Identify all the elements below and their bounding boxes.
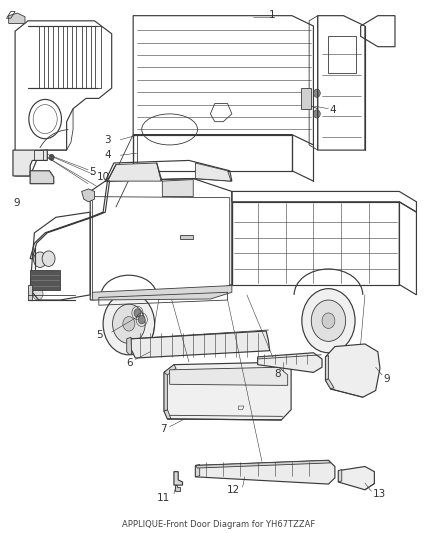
Polygon shape: [170, 367, 288, 385]
Polygon shape: [300, 88, 311, 109]
Polygon shape: [131, 331, 270, 358]
Circle shape: [311, 300, 346, 341]
Polygon shape: [9, 13, 25, 23]
Polygon shape: [338, 470, 342, 482]
Circle shape: [134, 309, 141, 317]
Polygon shape: [162, 180, 193, 197]
Polygon shape: [325, 378, 334, 389]
Circle shape: [42, 251, 55, 266]
Circle shape: [138, 316, 145, 324]
Polygon shape: [195, 461, 335, 484]
Polygon shape: [258, 353, 322, 373]
Circle shape: [49, 154, 54, 160]
Polygon shape: [174, 472, 183, 485]
Text: 9: 9: [383, 374, 389, 384]
Text: 11: 11: [156, 492, 170, 503]
Circle shape: [33, 288, 43, 300]
Circle shape: [314, 89, 320, 98]
Polygon shape: [92, 286, 232, 300]
Circle shape: [302, 289, 355, 353]
Text: 4: 4: [104, 150, 111, 160]
Text: 10: 10: [97, 172, 110, 182]
Text: 13: 13: [373, 489, 386, 499]
Polygon shape: [195, 464, 200, 477]
Polygon shape: [164, 370, 167, 411]
Polygon shape: [195, 461, 331, 468]
Text: 3: 3: [104, 135, 111, 145]
Polygon shape: [13, 150, 47, 176]
Text: 8: 8: [275, 369, 281, 379]
Circle shape: [40, 154, 46, 160]
Text: 7: 7: [160, 424, 166, 434]
Polygon shape: [325, 356, 328, 380]
Text: 9: 9: [13, 198, 20, 208]
Text: 6: 6: [127, 358, 133, 368]
Polygon shape: [180, 235, 193, 239]
Polygon shape: [175, 484, 180, 491]
Polygon shape: [164, 410, 171, 419]
Circle shape: [103, 293, 155, 355]
Polygon shape: [30, 270, 60, 290]
Polygon shape: [28, 285, 32, 300]
Polygon shape: [164, 365, 176, 375]
Polygon shape: [127, 337, 131, 354]
Text: 12: 12: [226, 485, 240, 495]
Circle shape: [34, 252, 46, 268]
Circle shape: [314, 110, 320, 118]
Polygon shape: [107, 163, 161, 181]
Polygon shape: [195, 163, 231, 181]
Text: 5: 5: [96, 330, 103, 340]
Text: APPLIQUE-Front Door Diagram for YH67TZZAF: APPLIQUE-Front Door Diagram for YH67TZZA…: [122, 520, 316, 529]
Polygon shape: [325, 344, 380, 397]
Text: 5: 5: [89, 167, 96, 177]
Circle shape: [123, 317, 135, 331]
Polygon shape: [30, 171, 54, 184]
Circle shape: [113, 304, 145, 343]
Circle shape: [322, 313, 335, 328]
Polygon shape: [164, 362, 291, 420]
Polygon shape: [81, 189, 95, 202]
Polygon shape: [338, 466, 374, 490]
Text: 1: 1: [268, 10, 275, 20]
Text: 4: 4: [330, 105, 336, 115]
